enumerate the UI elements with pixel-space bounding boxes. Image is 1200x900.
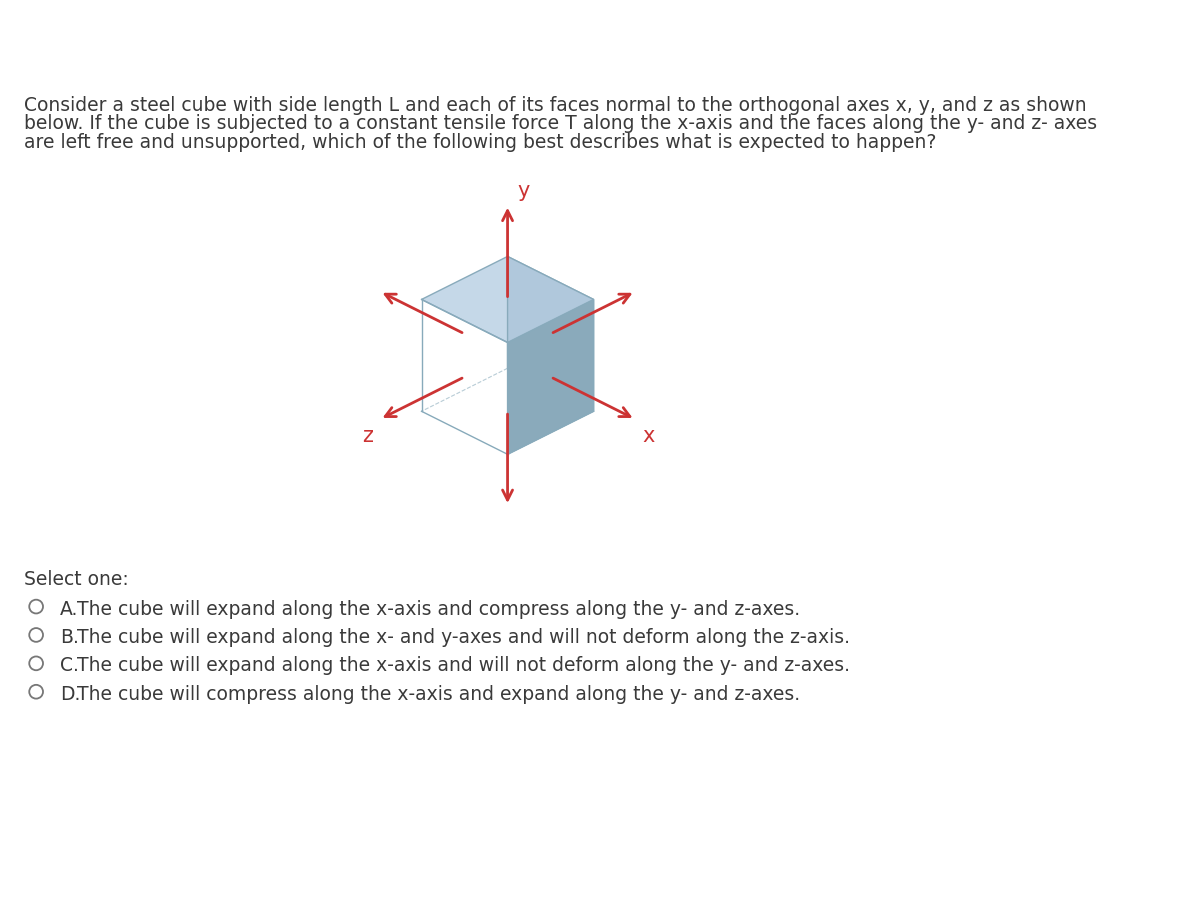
Text: Select one:: Select one:	[24, 571, 128, 590]
Text: Consider a steel cube with side length L and each of its faces normal to the ort: Consider a steel cube with side length L…	[24, 95, 1087, 114]
Text: The cube will expand along the x- and y-axes and will not deform along the z-axi: The cube will expand along the x- and y-…	[78, 628, 851, 647]
Text: C.: C.	[60, 656, 79, 676]
Polygon shape	[508, 256, 594, 411]
Text: z: z	[362, 426, 373, 446]
Text: below. If the cube is subjected to a constant tensile force T along the x-axis a: below. If the cube is subjected to a con…	[24, 114, 1097, 133]
Text: A.: A.	[60, 599, 78, 618]
Polygon shape	[421, 256, 594, 343]
Text: D.: D.	[60, 685, 80, 704]
Text: x: x	[642, 426, 654, 446]
Text: The cube will compress along the x-axis and expand along the y- and z-axes.: The cube will compress along the x-axis …	[78, 685, 800, 704]
Text: y: y	[518, 181, 530, 201]
Text: are left free and unsupported, which of the following best describes what is exp: are left free and unsupported, which of …	[24, 133, 936, 152]
Polygon shape	[508, 300, 594, 454]
Text: The cube will expand along the x-axis and compress along the y- and z-axes.: The cube will expand along the x-axis an…	[78, 599, 800, 618]
Text: B.: B.	[60, 628, 79, 647]
Text: The cube will expand along the x-axis and will not deform along the y- and z-axe: The cube will expand along the x-axis an…	[78, 656, 851, 676]
